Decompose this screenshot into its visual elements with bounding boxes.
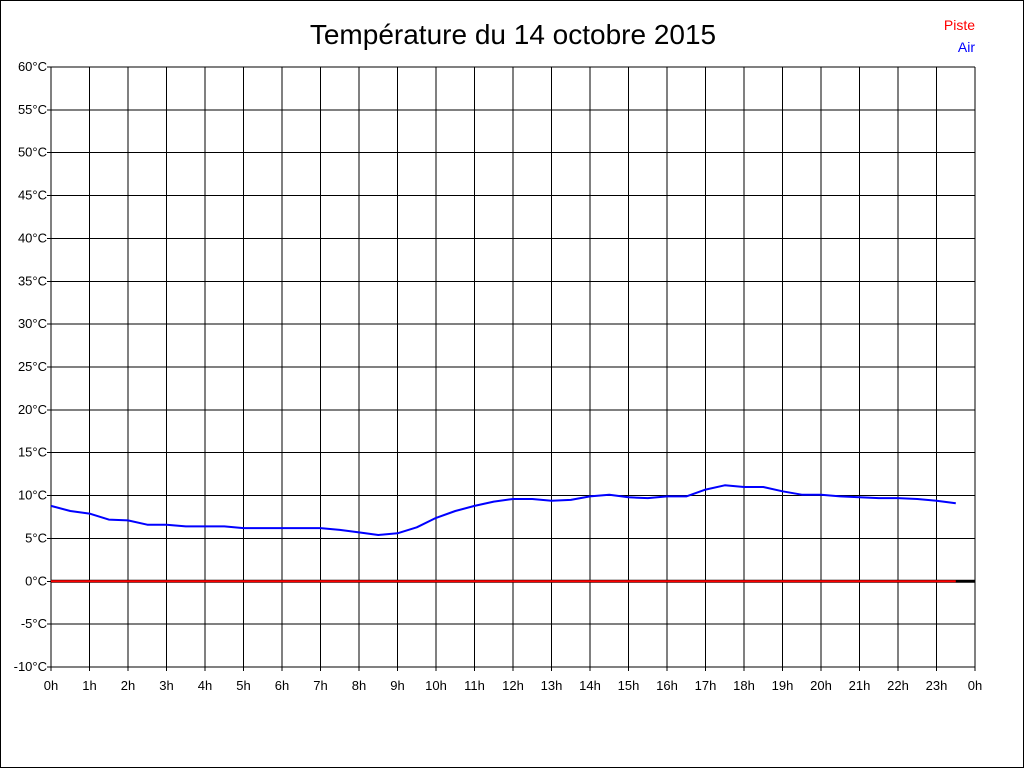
y-tick-label: 15°C bbox=[18, 445, 47, 460]
y-tick-label: -10°C bbox=[14, 659, 47, 674]
y-tick-label: 0°C bbox=[25, 573, 47, 588]
x-tick-label: 6h bbox=[275, 678, 289, 693]
y-tick-label: 45°C bbox=[18, 188, 47, 203]
x-tick-label: 8h bbox=[352, 678, 366, 693]
x-tick-label: 5h bbox=[236, 678, 250, 693]
x-tick-label: 21h bbox=[849, 678, 871, 693]
x-tick-label: 9h bbox=[390, 678, 404, 693]
y-tick-label: 35°C bbox=[18, 273, 47, 288]
y-tick-label: 5°C bbox=[25, 530, 47, 545]
x-tick-label: 22h bbox=[887, 678, 909, 693]
x-tick-label: 13h bbox=[541, 678, 563, 693]
x-tick-label: 16h bbox=[656, 678, 678, 693]
y-tick-label: 55°C bbox=[18, 102, 47, 117]
x-tick-label: 10h bbox=[425, 678, 447, 693]
x-tick-label: 20h bbox=[810, 678, 832, 693]
chart-title: Température du 14 octobre 2015 bbox=[309, 19, 717, 50]
x-tick-label: 18h bbox=[733, 678, 755, 693]
x-tick-label: 11h bbox=[464, 678, 485, 693]
chart-legend: Piste Air bbox=[944, 14, 975, 58]
x-tick-label: 2h bbox=[121, 678, 135, 693]
series-line-air bbox=[50, 484, 956, 536]
y-tick-label: 30°C bbox=[18, 316, 47, 331]
legend-item-air: Air bbox=[957, 39, 975, 55]
y-tick-label: 40°C bbox=[18, 230, 47, 245]
x-tick-label: 3h bbox=[159, 678, 173, 693]
x-tick-label: 19h bbox=[772, 678, 794, 693]
x-tick-label: 12h bbox=[502, 678, 524, 693]
x-tick-label: 4h bbox=[198, 678, 212, 693]
x-tick-label: 23h bbox=[926, 678, 948, 693]
x-tick-label: 0h bbox=[44, 678, 58, 693]
y-tick-label: 60°C bbox=[18, 59, 47, 74]
legend-item-piste: Piste bbox=[943, 17, 975, 33]
x-tick-label: 7h bbox=[313, 678, 327, 693]
x-tick-label: 14h bbox=[579, 678, 601, 693]
y-tick-label: 20°C bbox=[18, 402, 47, 417]
y-tick-label: 10°C bbox=[18, 488, 47, 503]
x-tick-label: 15h bbox=[618, 678, 640, 693]
y-tick-label: 25°C bbox=[18, 359, 47, 374]
x-tick-label: 17h bbox=[695, 678, 717, 693]
y-tick-label: 50°C bbox=[18, 145, 47, 160]
x-tick-label: 0h bbox=[968, 678, 982, 693]
x-tick-label: 1h bbox=[82, 678, 96, 693]
y-tick-label: -5°C bbox=[21, 616, 47, 631]
